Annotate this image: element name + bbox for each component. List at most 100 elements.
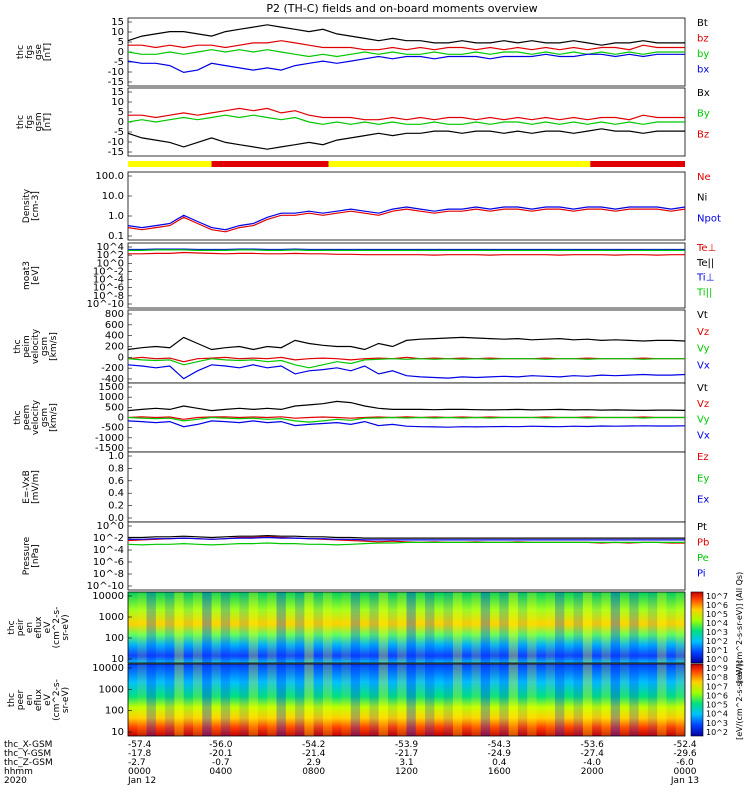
spectrogram-stripe: [425, 664, 435, 736]
y-tick-label: 10: [111, 97, 124, 108]
spectrogram-stripe: [378, 664, 388, 736]
spectrogram-stripe: [657, 592, 667, 663]
y-axis-label-line: peem: [22, 405, 32, 431]
y-tick-label: 10^-10: [87, 581, 124, 592]
legend-entry: Ne: [697, 172, 711, 183]
y-axis-label: E=-VxB [mV/m]: [22, 470, 41, 504]
y-axis-label-line: gsm: [40, 408, 50, 427]
spectrogram-stripe: [313, 592, 323, 663]
spectrogram-stripe: [582, 664, 593, 736]
spectrogram-stripe: [285, 664, 296, 736]
series-Ti||: [128, 249, 685, 251]
y-tick-label: 5: [118, 107, 124, 118]
y-tick-label: 10: [111, 654, 124, 665]
footer-row-label: hhmm: [4, 767, 33, 777]
y-tick-label: -400: [101, 374, 124, 385]
colorbar-tick: 10^5: [706, 701, 728, 710]
spectrogram-stripe: [267, 592, 277, 663]
y-tick-label: 0.4: [108, 488, 124, 499]
colorbar-label-text: [eV/(cm^2-s-sr-eV)]: [735, 660, 744, 740]
colorbar-tick: 10^8: [706, 673, 728, 682]
y-tick-label: 10^-8: [93, 291, 124, 302]
legend-entry: Bz: [697, 129, 709, 140]
spectrogram-stripe: [499, 592, 509, 663]
spectrogram-stripe: [490, 592, 500, 663]
spectrogram-stripe: [322, 592, 333, 663]
spectrogram-stripe: [582, 592, 593, 663]
y-axis-label-line: (cm^2-s-: [52, 607, 62, 649]
y-axis-label-line: [km/s]: [49, 332, 59, 361]
y-axis-label-line: [km/s]: [49, 403, 59, 432]
y-tick-label: 15: [111, 87, 124, 98]
spectrogram-stripe: [276, 592, 286, 663]
panel-10: 10000 1000 100 10 thc peer en eflux eV (cm^2-s-sr…: [7, 660, 744, 740]
legend-entry: Ez: [697, 452, 709, 463]
legend-entry: Ti⊥: [696, 273, 714, 284]
legend-entry: Bx: [697, 88, 710, 99]
y-axis-label-line: moat3: [22, 261, 32, 290]
spectrogram-stripe: [369, 664, 379, 736]
plot-area: [128, 18, 685, 86]
spectrogram-stripe: [313, 664, 323, 736]
y-axis-label: Density [cm-3]: [22, 188, 41, 223]
y-tick-label: 200: [105, 342, 124, 353]
colorbar-tick: 10^0: [706, 655, 728, 664]
y-axis-label-line: thc: [16, 115, 26, 129]
y-axis-label-line: Pressure: [22, 536, 32, 575]
figure-title: P2 (TH-C) fields and on-board moments ov…: [266, 2, 537, 15]
y-axis-label-line: E=-VxB: [22, 470, 32, 504]
spectrogram-stripe: [258, 664, 267, 736]
spectrogram-stripe: [499, 664, 509, 736]
spectrogram-stripe: [555, 664, 565, 736]
footer-value: -53.9: [395, 740, 419, 750]
spectrogram-stripe: [452, 592, 463, 663]
colorbar-tick: 10^6: [706, 601, 728, 610]
plot-area: [128, 88, 685, 156]
spectrogram-stripe: [462, 592, 471, 663]
y-axis-label-line: gsm: [34, 112, 44, 131]
y-tick-label: 10^-4: [93, 275, 124, 286]
y-axis-label-line: en: [25, 622, 35, 633]
series-By: [127, 114, 685, 125]
y-tick-label: -200: [101, 363, 124, 374]
spectrogram-stripe: [174, 592, 184, 663]
spectrogram-stripe: [322, 664, 333, 736]
legend-entry: Vy: [697, 415, 710, 426]
colorbar-tick: 10^2: [706, 728, 728, 737]
footer-value: 0800: [302, 767, 325, 777]
spectrogram-stripe: [220, 592, 231, 663]
plot-area: [128, 522, 685, 590]
footer-value: 0400: [209, 767, 232, 777]
plot-area: [128, 243, 685, 308]
spectrogram-stripe: [397, 592, 407, 663]
y-tick-label: 10000: [92, 591, 124, 602]
footer-value: 0.4: [492, 758, 507, 768]
y-tick-label: -5: [114, 57, 124, 68]
legend-entry: Pi: [697, 569, 706, 580]
y-axis-label: Pressure [nPa]: [22, 536, 41, 575]
y-tick-label: 10: [111, 727, 124, 738]
footer-value: 2000: [581, 767, 604, 777]
spectrogram-stripe: [220, 664, 231, 736]
spectrogram-stripe: [156, 592, 165, 663]
y-tick-label: 100: [105, 633, 124, 644]
spectrogram-stripe: [555, 592, 565, 663]
y-tick-label: 10^-10: [87, 299, 124, 310]
y-axis-label: thc peem velocity gsm [km/s]: [13, 399, 59, 435]
series-Bx: [127, 128, 685, 150]
footer-value: -2.7: [128, 758, 146, 768]
spectrogram-stripe: [480, 592, 491, 663]
series-Pt: [128, 534, 685, 539]
legend-entry: Bt: [697, 18, 708, 29]
y-tick-label: -5: [114, 127, 124, 138]
spectrogram-stripe: [350, 592, 361, 663]
y-axis-label-line: [nPa]: [31, 544, 41, 567]
y-tick-label: 0.1: [108, 231, 124, 242]
footer-value: -20.1: [209, 749, 232, 759]
legend-entry: bz: [697, 34, 709, 45]
colorbar-tick: 10^7: [706, 592, 728, 601]
spectrogram-stripe: [527, 664, 537, 736]
